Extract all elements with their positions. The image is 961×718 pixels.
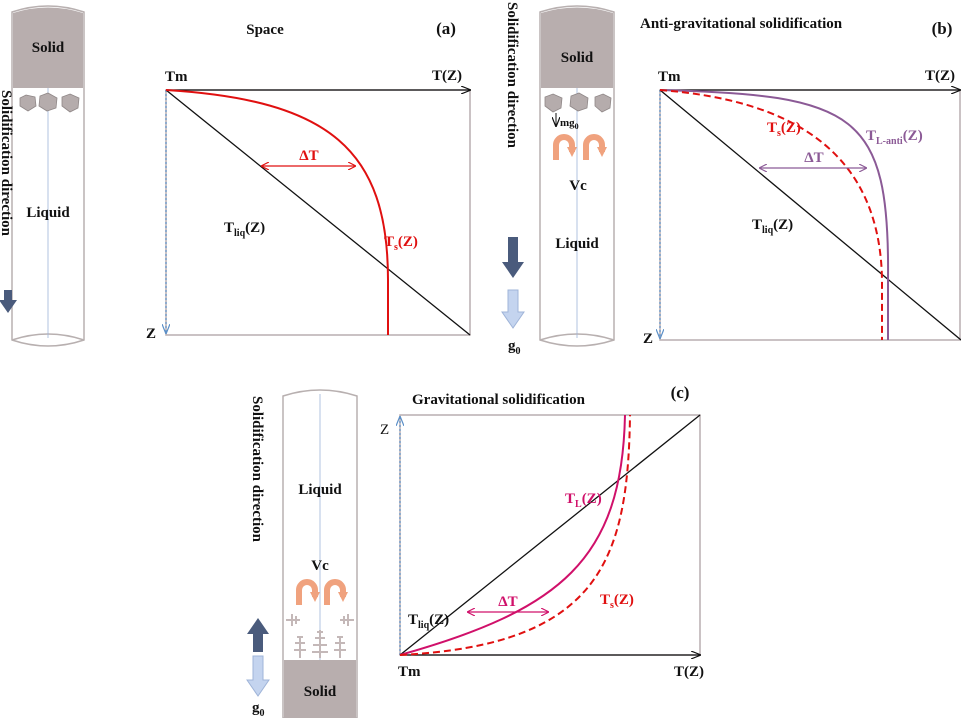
label-sub: liq	[762, 225, 774, 236]
direction-arrow	[502, 237, 524, 278]
dendrites	[286, 614, 354, 658]
solid-region	[13, 7, 83, 88]
solid-label: Solid	[304, 684, 337, 700]
panel-a: Solid Liquid Solidification direction Sp…	[0, 5, 471, 347]
label-base: T	[384, 234, 394, 250]
convection-arrow	[583, 134, 607, 160]
origin-label: Tm	[165, 69, 188, 85]
liquidus-anti-label: TL-anti(Z)	[866, 128, 923, 147]
convection-arrow	[324, 579, 348, 605]
gravity-label: g0	[508, 338, 521, 357]
label-base: T	[565, 491, 575, 507]
liquidus-label: Tliq(Z)	[224, 220, 265, 239]
liquid-label: Liquid	[26, 205, 70, 221]
liquidus-line	[165, 89, 471, 336]
direction-label: Solidification direction	[504, 2, 520, 149]
label-arg: (Z)	[773, 217, 793, 233]
origin-label: Tm	[398, 664, 421, 680]
liquid-label: Liquid	[555, 236, 599, 252]
z-axis-label: Z	[146, 326, 156, 342]
delta-label: ΔT	[498, 594, 517, 610]
label-arg: (Z)	[429, 612, 449, 628]
gravity-label: g0	[252, 700, 265, 718]
solidus-curve	[165, 89, 389, 335]
crystals	[544, 92, 612, 113]
direction-arrow	[247, 618, 269, 652]
liquidus-anti-curve	[659, 89, 890, 340]
z-axis-label: Z	[380, 422, 389, 438]
delta-label: ΔT	[299, 148, 318, 164]
solid-label: Solid	[32, 40, 65, 56]
label-base: T	[600, 592, 610, 608]
label-base: T	[752, 217, 762, 233]
x-axis-label: T(Z)	[925, 68, 955, 84]
flow-label: Vc	[569, 178, 587, 194]
label-base: mg	[560, 117, 575, 129]
solid-region	[541, 7, 613, 88]
liquid-label: Liquid	[298, 482, 342, 498]
crystals	[19, 92, 80, 113]
label-sub: L	[575, 499, 582, 510]
label-sub: s	[394, 242, 398, 253]
label-base: T	[767, 120, 777, 136]
liquidus-label: Tliq(Z)	[752, 217, 793, 236]
label-arg: (Z)	[398, 234, 418, 250]
liquidus-curve	[399, 414, 626, 656]
panel-c: Liquid Vc Solid Solidification direction…	[246, 383, 704, 718]
solidus-label: Ts(Z)	[600, 592, 634, 611]
label-arg: (Z)	[245, 220, 265, 236]
label-sub: s	[777, 128, 781, 139]
label-sub: liq	[418, 620, 430, 631]
panel-label: (b)	[932, 19, 953, 38]
liquidus-label: Tliq(Z)	[408, 612, 449, 631]
label-arg: (Z)	[903, 128, 923, 144]
label-sub: 0	[575, 122, 579, 131]
solidus-label: Ts(Z)	[767, 120, 801, 139]
convection-arrow	[553, 134, 577, 160]
force-label: mg0	[560, 117, 579, 131]
direction-arrow	[0, 290, 17, 313]
solidus-curve	[659, 89, 883, 340]
x-axis-label: T(Z)	[674, 664, 704, 680]
x-axis-label: T(Z)	[432, 68, 462, 84]
solidus-curve	[399, 414, 631, 656]
label-sub: L-anti	[876, 136, 903, 147]
flow-label: Vc	[311, 558, 329, 574]
solid-region	[284, 660, 356, 718]
delta-label: ΔT	[804, 150, 823, 166]
label-sub: s	[610, 600, 614, 611]
gravity-arrow	[501, 289, 525, 329]
liquidus-line	[399, 414, 701, 656]
panel-title: Space	[246, 22, 284, 38]
label-arg: (Z)	[614, 592, 634, 608]
panel-title: Gravitational solidification	[412, 392, 586, 408]
panel-b: mg0 Vc Liquid Solid Solidification direc…	[501, 2, 961, 357]
convection-arrow	[296, 579, 320, 605]
direction-label: Solidification direction	[0, 90, 14, 237]
panel-label: (a)	[436, 19, 456, 38]
solid-label: Solid	[561, 50, 594, 66]
label-base: T	[408, 612, 418, 628]
liquidus-curve-label: TL(Z)	[565, 491, 602, 510]
label-base: T	[224, 220, 234, 236]
solidus-label: Ts(Z)	[384, 234, 418, 253]
label-sub: 0	[516, 346, 521, 357]
panel-label: (c)	[671, 383, 690, 402]
label-sub: 0	[260, 708, 265, 718]
z-axis-label: Z	[643, 331, 653, 347]
gravity-arrow	[246, 655, 270, 697]
label-base: T	[866, 128, 876, 144]
origin-label: Tm	[658, 69, 681, 85]
label-arg: (Z)	[582, 491, 602, 507]
liquidus-line	[659, 89, 961, 341]
label-base: g	[508, 338, 516, 354]
label-arg: (Z)	[781, 120, 801, 136]
panel-title: Anti-gravitational solidification	[640, 16, 843, 32]
label-base: g	[252, 700, 260, 716]
label-sub: liq	[234, 228, 246, 239]
direction-label: Solidification direction	[249, 396, 265, 543]
